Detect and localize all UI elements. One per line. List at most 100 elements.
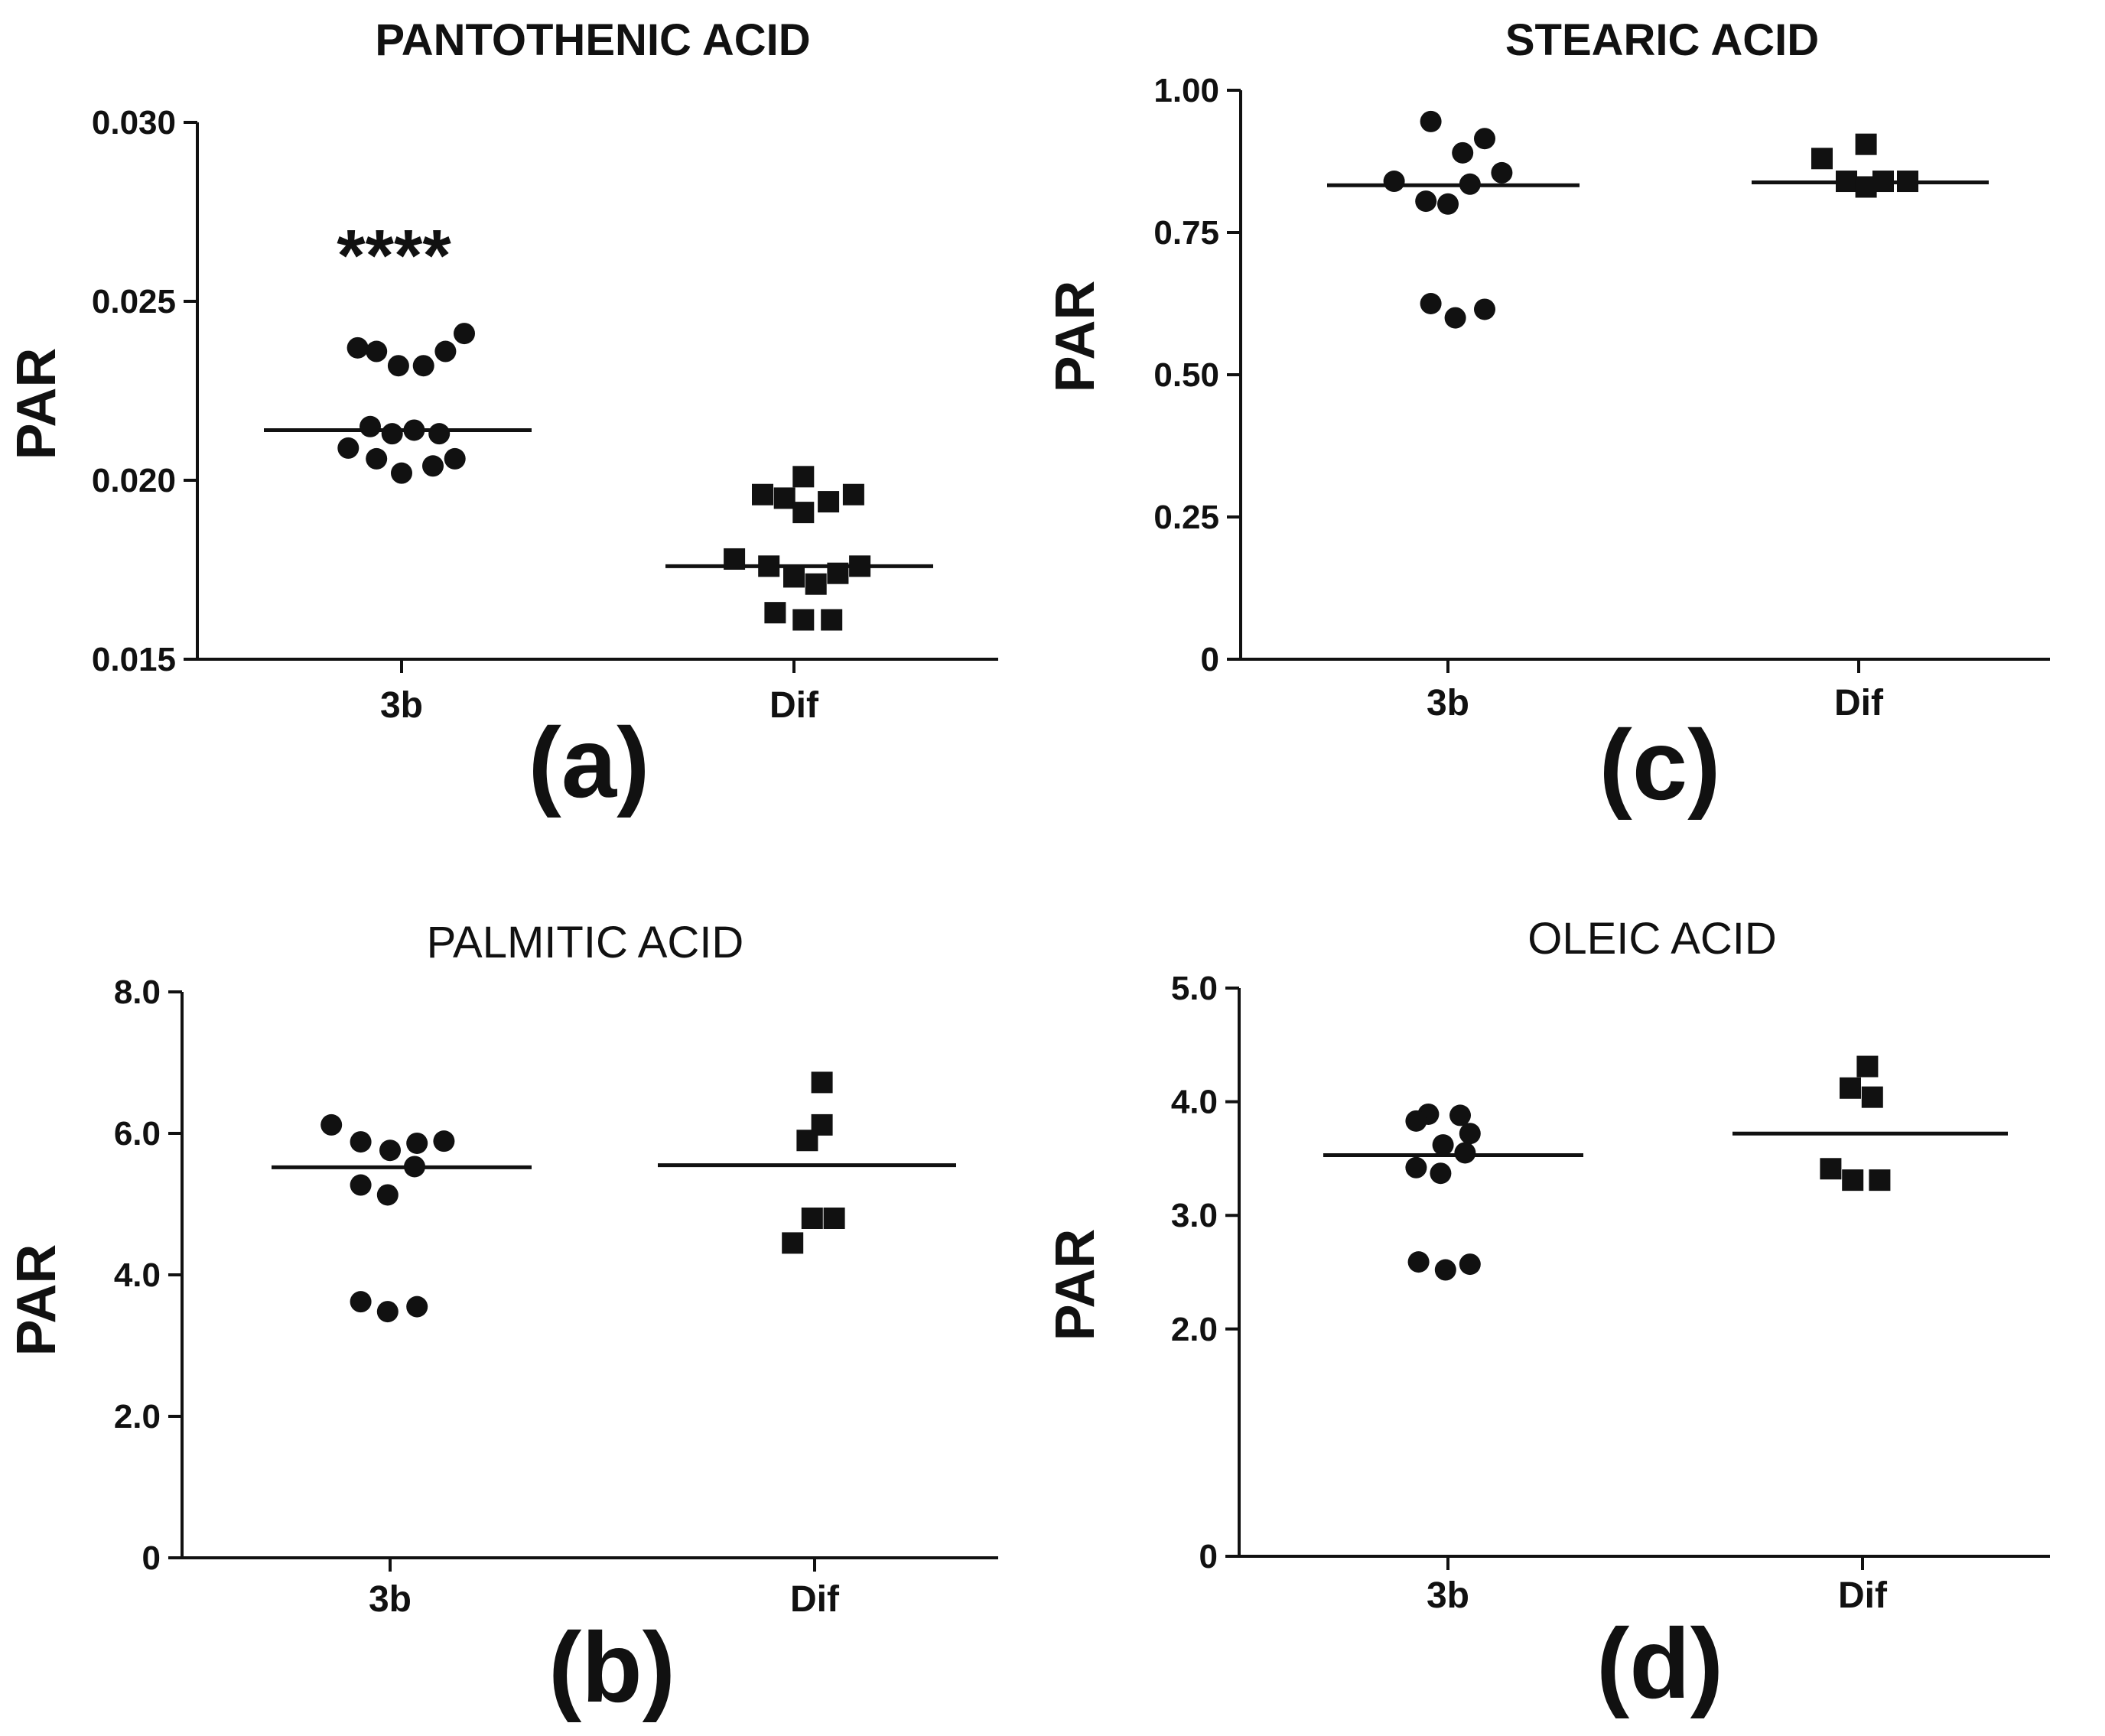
data-point-square	[1872, 171, 1894, 193]
y-tick-label: 8.0	[114, 974, 161, 1011]
y-tick-label: 0.015	[92, 641, 176, 678]
data-point-circle	[1415, 190, 1437, 213]
data-point-square	[1840, 1077, 1861, 1099]
data-point-square	[752, 483, 773, 506]
panel-oleic-acid: OLEIC ACID PAR 3b Dif (d) 0 2.0 3.0 4.0 5.0	[1045, 914, 2050, 1719]
data-point-circle	[422, 455, 444, 477]
data-point-circle	[350, 1291, 372, 1313]
data-point-circle	[406, 1132, 428, 1154]
data-point-circle	[379, 1139, 401, 1162]
y-tick-label: 2.0	[114, 1398, 161, 1435]
data-point-circle	[391, 462, 412, 484]
data-point-square	[724, 548, 746, 570]
y-tick-label: 0.25	[1153, 499, 1219, 536]
data-point-square	[1861, 1086, 1883, 1108]
data-point-circle	[1437, 193, 1459, 215]
y-tick-label: 0.020	[92, 462, 176, 499]
data-point-square	[783, 566, 805, 588]
plot-area: 0 2.0 3.0 4.0 5.0	[1171, 970, 2050, 1575]
y-tick-label: 0	[1199, 1538, 1218, 1575]
y-axis-label: PAR	[6, 348, 67, 460]
chart-title: PALMITIC ACID	[427, 918, 744, 967]
y-tick-label: 0.025	[92, 283, 176, 320]
x-tick-label-dif: Dif	[769, 685, 819, 726]
data-point-square	[1897, 171, 1918, 193]
data-point-circle	[376, 1184, 399, 1206]
data-point-circle	[1459, 1253, 1481, 1276]
y-tick-label: 0	[1201, 641, 1219, 678]
data-point-circle	[387, 355, 409, 377]
chart-title: STEARIC ACID	[1505, 15, 1819, 65]
data-point-circle	[350, 1131, 372, 1153]
y-tick-label: 0.75	[1153, 214, 1219, 252]
x-tick-label-dif: Dif	[1838, 1575, 1888, 1616]
y-tick-label: 0.030	[92, 104, 176, 141]
data-point-circle	[1407, 1251, 1430, 1273]
plot-area: 0 0.25 0.50 0.75 1.00	[1153, 72, 2050, 678]
y-tick-label: 4.0	[1171, 1084, 1218, 1121]
x-tick-label-dif: Dif	[790, 1579, 840, 1620]
data-point-circle	[1383, 171, 1405, 193]
panel-pantothenic-acid: PANTOTHENIC ACID PAR 3b Dif (a) **** 0.0…	[6, 15, 998, 818]
data-point-circle	[350, 1174, 372, 1196]
significance-marker: ****	[337, 215, 451, 297]
data-point-square	[782, 1232, 804, 1254]
data-point-circle	[1491, 161, 1513, 184]
data-point-circle	[1459, 1123, 1481, 1145]
data-point-circle	[434, 340, 457, 362]
data-point-square	[773, 487, 795, 509]
data-point-circle	[1454, 1142, 1476, 1164]
data-point-circle	[376, 1301, 399, 1323]
y-axis-label: PAR	[6, 1244, 67, 1357]
data-point-circle	[403, 419, 425, 441]
x-tick-label-3b: 3b	[369, 1579, 412, 1620]
x-tick-label-3b: 3b	[1427, 683, 1469, 723]
data-point-square	[842, 483, 864, 506]
data-point-circle	[428, 423, 451, 445]
data-point-circle	[1432, 1134, 1454, 1156]
data-point-square	[792, 466, 815, 488]
panel-label: (b)	[548, 1611, 675, 1723]
data-point-square	[1836, 171, 1857, 193]
plot-area: 0.015 0.020 0.025 0.030	[92, 104, 998, 678]
data-point-circle	[454, 323, 475, 345]
panel-label: (d)	[1596, 1608, 1723, 1719]
data-point-circle	[346, 336, 369, 359]
y-tick-label: 6.0	[114, 1115, 161, 1152]
chart-title: OLEIC ACID	[1528, 914, 1777, 964]
data-point-square	[823, 1208, 845, 1229]
data-point-circle	[1430, 1162, 1452, 1185]
data-point-square	[758, 555, 780, 577]
data-point-square	[821, 609, 843, 631]
data-point-square	[849, 555, 871, 577]
y-axis-label: PAR	[1045, 281, 1106, 393]
y-tick-label: 0	[142, 1539, 161, 1577]
data-point-circle	[1405, 1110, 1427, 1132]
data-point-square	[818, 491, 840, 513]
data-point-circle	[381, 423, 403, 445]
y-tick-label: 5.0	[1171, 970, 1218, 1007]
data-point-circle	[412, 355, 434, 377]
data-point-square	[792, 502, 815, 524]
data-point-circle	[1444, 307, 1466, 329]
data-point-square	[1811, 148, 1833, 170]
data-point-circle	[1405, 1156, 1427, 1178]
y-tick-label: 3.0	[1171, 1197, 1218, 1234]
y-tick-label: 1.00	[1153, 72, 1219, 109]
data-point-circle	[1449, 1104, 1471, 1126]
data-point-square	[796, 1130, 818, 1152]
y-axis-label: PAR	[1045, 1229, 1106, 1341]
x-tick-label-dif: Dif	[1834, 683, 1884, 723]
data-point-circle	[1434, 1259, 1456, 1281]
data-point-circle	[1420, 110, 1442, 132]
panel-stearic-acid: STEARIC ACID PAR 3b Dif (c) 0 0.25 0.50 0.7…	[1045, 15, 2050, 821]
data-point-square	[811, 1071, 833, 1094]
data-point-circle	[320, 1113, 343, 1136]
data-point-square	[1842, 1169, 1864, 1191]
data-point-square	[1869, 1169, 1891, 1191]
data-point-circle	[1459, 173, 1481, 195]
y-tick-label: 2.0	[1171, 1311, 1218, 1348]
data-point-circle	[1474, 298, 1495, 320]
data-point-circle	[366, 447, 388, 470]
data-point-circle	[337, 437, 360, 459]
